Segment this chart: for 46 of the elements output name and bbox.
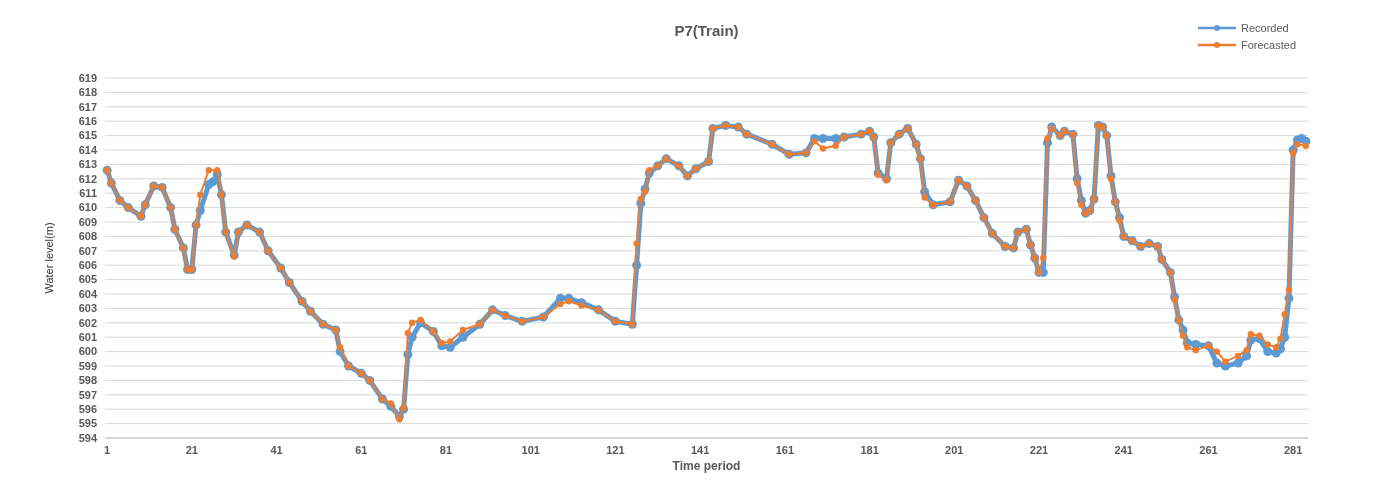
y-tick-label: 597 <box>78 388 97 401</box>
x-tick-label: 201 <box>945 444 964 456</box>
y-tick-label: 598 <box>78 374 97 387</box>
x-tick-label: 121 <box>606 444 625 456</box>
x-tick-label: 281 <box>1283 444 1303 456</box>
x-tick-label: 181 <box>860 444 879 456</box>
x-tick-label: 141 <box>690 444 710 456</box>
x-tick-label: 81 <box>439 444 453 456</box>
x-tick-label: 221 <box>1029 444 1049 456</box>
legend-label: Recorded <box>1241 21 1289 34</box>
y-tick-label: 599 <box>78 359 97 372</box>
y-tick-label: 603 <box>78 302 97 315</box>
y-axis-title: Water level(m) <box>43 222 55 294</box>
y-tick-label: 608 <box>78 230 97 243</box>
y-tick-label: 600 <box>78 345 97 358</box>
x-tick-label: 101 <box>521 444 540 456</box>
y-tick-label: 619 <box>78 71 97 84</box>
x-tick-label: 241 <box>1114 444 1133 456</box>
y-tick-label: 601 <box>78 331 97 344</box>
x-tick-label: 1 <box>104 444 111 456</box>
x-tick-label: 41 <box>270 444 283 456</box>
y-tick-label: 611 <box>79 187 97 200</box>
y-tick-label: 613 <box>78 158 97 171</box>
y-tick-label: 615 <box>78 129 97 142</box>
y-tick-label: 617 <box>78 100 97 113</box>
x-tick-label: 261 <box>1199 444 1218 456</box>
y-tick-label: 595 <box>78 417 97 430</box>
y-tick-label: 604 <box>78 287 98 300</box>
legend-label: Forecasted <box>1241 38 1297 51</box>
y-tick-label: 614 <box>78 143 98 156</box>
y-tick-label: 609 <box>78 215 97 228</box>
y-tick-label: 618 <box>78 86 97 99</box>
y-tick-label: 612 <box>78 172 97 185</box>
y-tick-label: 602 <box>78 316 97 329</box>
x-tick-label: 21 <box>185 444 198 456</box>
y-tick-label: 606 <box>78 259 97 272</box>
y-tick-label: 607 <box>78 244 97 257</box>
x-tick-label: 161 <box>775 444 795 456</box>
x-tick-label: 61 <box>355 444 368 456</box>
y-tick-label: 616 <box>78 115 97 128</box>
y-tick-label: 596 <box>78 403 97 416</box>
chart-title: P7(Train) <box>674 22 739 39</box>
y-tick-label: 594 <box>78 431 98 444</box>
y-tick-label: 610 <box>78 201 97 214</box>
x-axis-title: Time period <box>672 459 741 473</box>
y-tick-label: 605 <box>78 273 97 286</box>
